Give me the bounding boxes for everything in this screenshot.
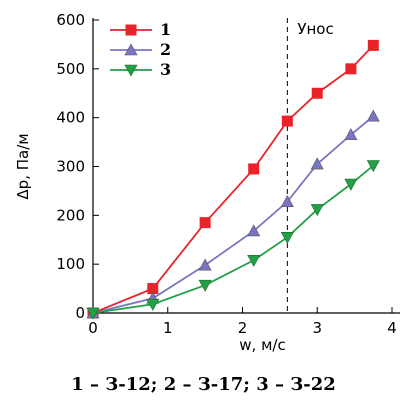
series-3-point — [86, 307, 100, 320]
series-3-point — [247, 254, 261, 267]
x-tick-label: 1 — [163, 319, 173, 337]
legend-marker-2 — [124, 43, 138, 56]
figure-caption: 1 – З-12; 2 – З-17; 3 – З-22 — [71, 374, 336, 395]
legend-label-3: 3 — [160, 60, 171, 79]
series-2-point — [366, 109, 380, 122]
x-tick-label: 0 — [88, 319, 98, 337]
series-3-point — [366, 160, 380, 173]
series-3 — [86, 160, 380, 320]
x-tick-label: 3 — [312, 319, 322, 337]
series-2-point — [280, 195, 294, 207]
chart-series — [86, 39, 380, 320]
y-tick-label: 200 — [56, 206, 85, 224]
legend-marker-3 — [124, 64, 138, 77]
x-tick-label: 2 — [238, 319, 248, 337]
series-2-point — [247, 224, 261, 237]
series-3-point — [344, 178, 358, 191]
series-1-point — [345, 63, 357, 75]
y-tick-label: 600 — [56, 11, 85, 29]
legend-label-2: 2 — [160, 40, 171, 59]
series-3-point — [198, 279, 212, 292]
series-1-point — [248, 163, 260, 175]
series-3-point — [146, 298, 160, 311]
legend-label-1: 1 — [160, 20, 171, 39]
x-axis-label: w, м/с — [239, 336, 285, 354]
y-tick-label: 300 — [56, 158, 85, 176]
series-2-point — [198, 258, 212, 271]
series-1-point — [311, 87, 323, 99]
chart-annotation: Унос — [286, 18, 334, 313]
series-3-point — [310, 204, 324, 217]
y-axis-label: Δp, Па/м — [14, 133, 32, 199]
series-1-point — [367, 39, 379, 51]
series-1 — [87, 39, 379, 319]
y-tick-label: 0 — [75, 304, 85, 322]
x-tick-label: 4 — [387, 319, 397, 337]
series-3-line — [92, 164, 374, 314]
series-2-point — [344, 128, 358, 141]
series-2-line — [92, 115, 374, 314]
chart-legend: 123 — [110, 20, 171, 79]
series-2 — [86, 109, 380, 319]
y-tick-label: 400 — [56, 109, 85, 127]
y-tick-label: 100 — [56, 255, 85, 273]
series-3-point — [280, 232, 294, 244]
series-1-line — [92, 44, 374, 314]
legend-marker-1 — [125, 24, 137, 36]
series-1-point — [199, 217, 211, 229]
series-2-point — [310, 157, 324, 170]
y-tick-label: 500 — [56, 60, 85, 78]
series-1-point — [281, 115, 293, 127]
unos-label: Унос — [297, 20, 333, 38]
